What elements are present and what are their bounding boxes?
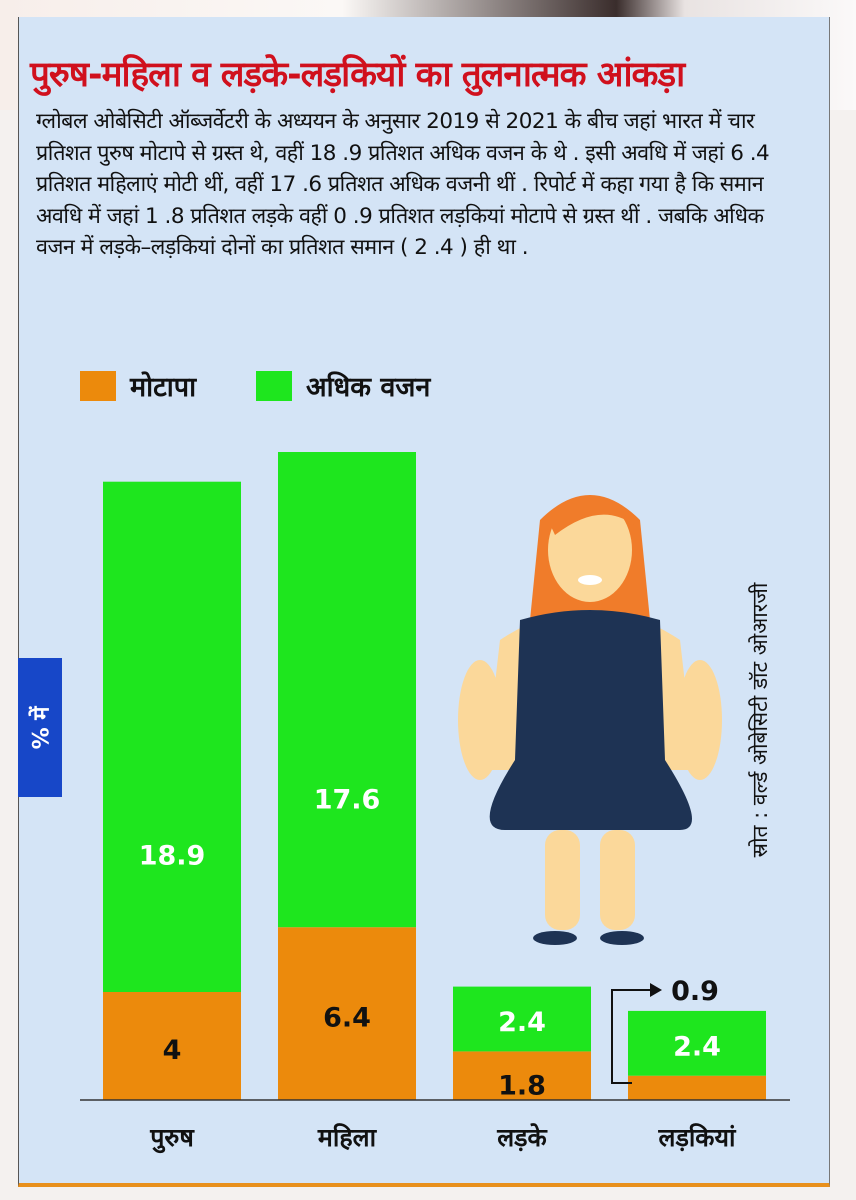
data-label: 1.8 [498, 1071, 546, 1102]
data-label: 17.6 [314, 784, 381, 815]
bar-obesity-3 [628, 1075, 766, 1100]
bar-overweight-2 [453, 986, 591, 1052]
category-label: लड़कियां [658, 1123, 738, 1152]
data-label: 0.9 [671, 976, 719, 1007]
category-label: महिला [317, 1123, 378, 1152]
legend-item-overweight: अधिक वजन [256, 367, 430, 404]
page-title: पुरुष-महिला व लड़के-लड़कियों का तुलनात्म… [30, 55, 685, 95]
data-label: 2.4 [673, 1031, 721, 1062]
bar-obesity-1 [278, 927, 416, 1100]
bar-obesity-2 [453, 1051, 591, 1100]
category-label: पुरुष [149, 1123, 195, 1154]
legend-swatch-obesity [80, 370, 116, 401]
data-label: 18.9 [139, 840, 206, 871]
woman-illustration [458, 495, 722, 945]
legend-swatch-overweight [256, 370, 292, 401]
description-paragraph: ग्लोबल ओबेसिटी ऑब्जर्वेटरी के अध्ययन के … [36, 109, 770, 260]
arrow-annotation-0.9 [611, 983, 662, 1084]
legend-item-obesity: मोटापा [80, 367, 196, 404]
y-axis-label: % में [18, 658, 62, 797]
bar-overweight-0 [103, 481, 241, 992]
bar-obesity-0 [103, 992, 241, 1100]
legend-label-obesity: मोटापा [130, 372, 197, 403]
data-label: 2.4 [498, 1007, 546, 1038]
category-label: लड़के [496, 1123, 548, 1152]
data-label: 4 [163, 1035, 182, 1066]
bar-overweight-1 [278, 452, 416, 928]
data-label: 6.4 [323, 1003, 371, 1034]
legend-label-overweight: अधिक वजन [306, 372, 431, 403]
bar-overweight-3 [628, 1010, 766, 1076]
